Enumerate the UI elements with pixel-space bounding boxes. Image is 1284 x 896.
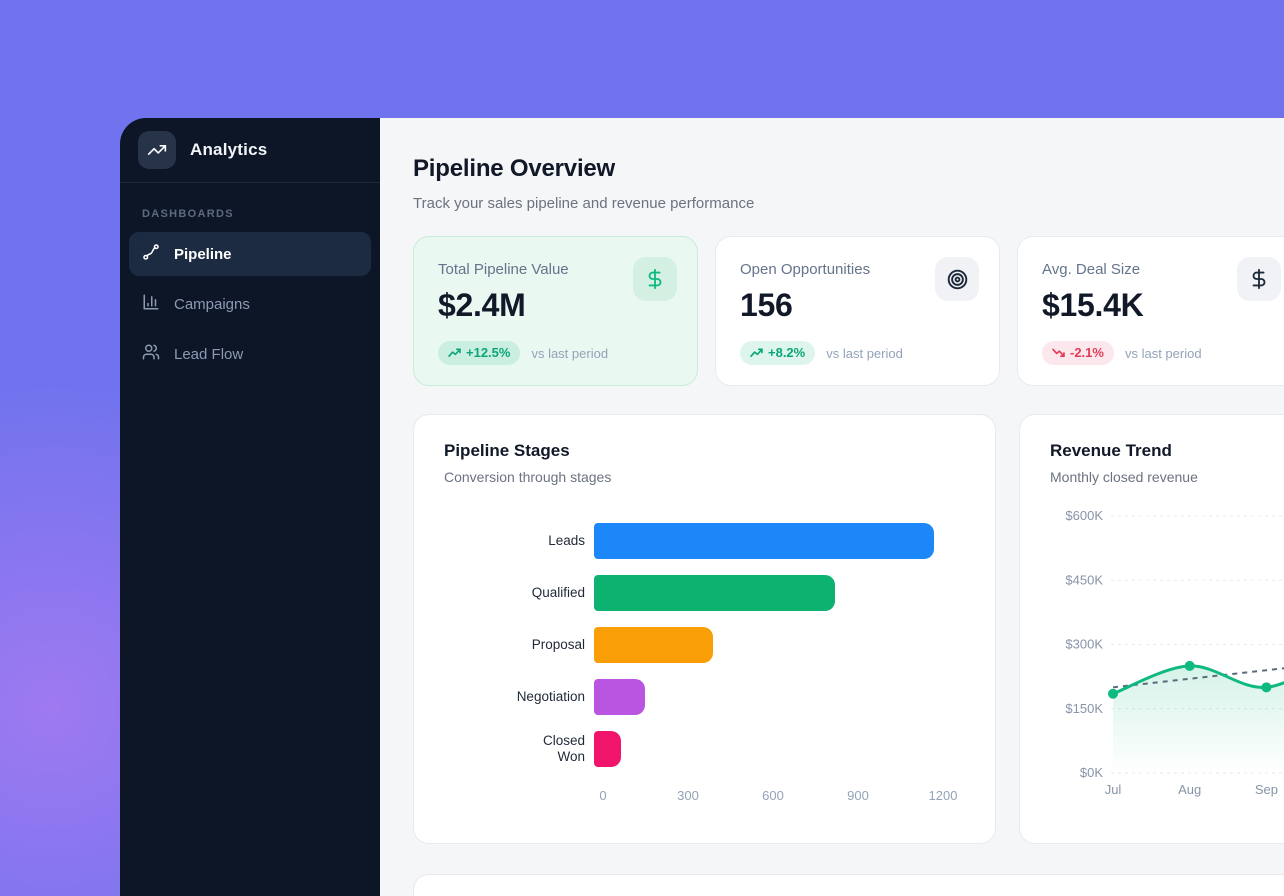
data-point	[1184, 660, 1195, 671]
stat-label: Total Pipeline Value	[438, 261, 569, 278]
sidebar: Analytics DASHBOARDS Pipeline Campaigns	[120, 118, 380, 896]
bar-row: Proposal	[444, 619, 965, 671]
data-point	[1261, 682, 1272, 693]
x-axis-tick: 600	[762, 788, 784, 803]
revenue-line	[1111, 664, 1284, 696]
users-icon	[142, 343, 160, 365]
sidebar-section-label: DASHBOARDS	[142, 208, 234, 220]
bar-row: Closed Won	[444, 723, 965, 775]
revenue-trend-card: Revenue Trend Monthly closed revenue $60…	[1019, 414, 1284, 844]
sidebar-item-pipeline[interactable]: Pipeline	[129, 232, 371, 276]
bar	[594, 731, 621, 767]
x-axis-tick: Sep	[1255, 782, 1278, 797]
bar-category-label: Qualified	[531, 585, 585, 601]
bar-category-label: Leads	[548, 533, 585, 549]
x-axis-tick: Aug	[1178, 782, 1201, 797]
stat-card-open-opportunities: Open Opportunities 156 +8.2% vs last per…	[715, 236, 1000, 386]
bar-category-label: Proposal	[531, 637, 585, 653]
chart-subtitle: Monthly closed revenue	[1050, 469, 1198, 485]
dollar-icon	[1237, 257, 1281, 301]
bar-category-label: Negotiation	[516, 689, 585, 705]
data-point	[1108, 688, 1118, 699]
change-badge: +8.2%	[740, 341, 816, 365]
bar-category-label: Closed Won	[542, 733, 585, 764]
bar-chart-icon	[142, 293, 160, 315]
sidebar-item-label: Lead Flow	[174, 345, 244, 363]
sidebar-item-lead-flow[interactable]: Lead Flow	[129, 332, 371, 376]
brand-header: Analytics	[120, 118, 380, 183]
bottom-card	[413, 874, 1284, 896]
bar-row: Qualified	[444, 567, 965, 619]
dollar-icon	[633, 257, 677, 301]
stat-label: Open Opportunities	[740, 261, 871, 278]
stat-footer: +12.5% vs last period	[438, 341, 673, 365]
change-badge: -2.1%	[1042, 341, 1114, 365]
horizontal-bar-chart: Leads Qualified Proposal Negotiation Closed …	[444, 515, 965, 775]
stat-value: $15.4K	[1042, 287, 1144, 323]
compare-label: vs last period	[826, 345, 903, 361]
stat-value: $2.4M	[438, 287, 526, 323]
sidebar-item-label: Campaigns	[174, 295, 250, 313]
charts-row: Pipeline Stages Conversion through stage…	[413, 414, 1284, 844]
chart-subtitle: Conversion through stages	[444, 469, 612, 485]
stat-footer: +8.2% vs last period	[740, 341, 975, 365]
trending-up-icon	[448, 348, 461, 357]
x-axis-tick: 300	[677, 788, 699, 803]
sidebar-item-campaigns[interactable]: Campaigns	[129, 282, 371, 326]
sidebar-item-label: Pipeline	[174, 245, 232, 263]
stat-footer: -2.1% vs last period	[1042, 341, 1277, 365]
stat-value: 156	[740, 287, 793, 323]
trending-down-icon	[1052, 348, 1065, 357]
compare-label: vs last period	[1124, 345, 1202, 361]
bar-row: Leads	[444, 515, 965, 567]
x-axis-tick: Jul	[1105, 782, 1122, 797]
stat-label: Avg. Deal Size	[1042, 261, 1141, 278]
bar	[594, 627, 713, 663]
route-icon	[142, 243, 160, 265]
bar-chart-x-axis: 0 300 600 900 1200	[599, 784, 957, 806]
y-axis-tick: $150K	[1065, 701, 1103, 716]
trending-up-logo-icon	[138, 131, 176, 169]
app-window: Analytics DASHBOARDS Pipeline Campaigns	[120, 118, 1284, 896]
compare-label: vs last period	[531, 345, 609, 361]
bar	[594, 575, 835, 611]
area-fill	[1113, 665, 1284, 773]
y-axis-tick: $450K	[1065, 572, 1103, 587]
stat-card-avg-deal-size: Avg. Deal Size $15.4K -2.1% vs last peri…	[1017, 236, 1284, 386]
trending-up-icon	[750, 348, 763, 357]
stat-card-total-pipeline-value: Total Pipeline Value $2.4M +12.5% vs las…	[413, 236, 698, 386]
x-axis-tick: 900	[847, 788, 869, 803]
page-title: Pipeline Overview	[413, 155, 616, 182]
sidebar-nav: Pipeline Campaigns Lead Flow	[120, 232, 380, 376]
chart-title: Revenue Trend	[1050, 441, 1172, 460]
line-chart: $600K $450K $300K $150K $0K Jul Aug Sep	[1050, 506, 1284, 805]
bar	[594, 679, 645, 715]
page-subtitle: Track your sales pipeline and revenue pe…	[413, 195, 755, 212]
target-icon	[935, 257, 979, 301]
stats-row: Total Pipeline Value $2.4M +12.5% vs las…	[413, 236, 1284, 386]
x-axis-tick: 1200	[928, 788, 958, 803]
brand-title: Analytics	[190, 140, 268, 159]
main-content: Pipeline Overview Track your sales pipel…	[380, 118, 1284, 896]
change-badge: +12.5%	[438, 341, 521, 365]
trend-line	[1112, 667, 1284, 689]
bar-row: Negotiation	[444, 671, 965, 723]
chart-title: Pipeline Stages	[444, 441, 570, 460]
y-axis-tick: $300K	[1065, 637, 1103, 652]
x-axis-tick: 0	[599, 788, 607, 803]
bar	[594, 523, 934, 559]
pipeline-stages-card: Pipeline Stages Conversion through stage…	[413, 414, 996, 844]
y-axis-tick: $0K	[1080, 765, 1103, 780]
y-axis-tick: $600K	[1065, 508, 1103, 523]
